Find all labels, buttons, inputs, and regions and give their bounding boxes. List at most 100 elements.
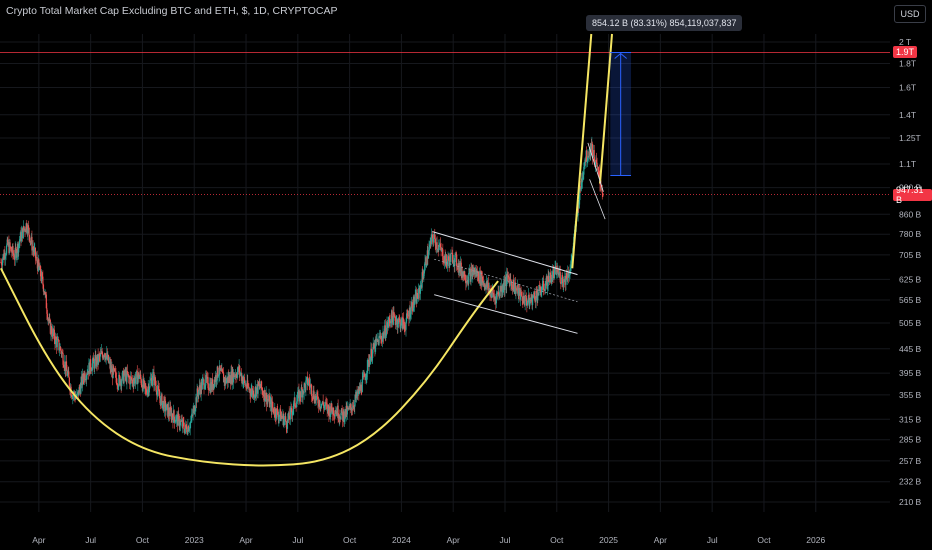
candle-body — [499, 290, 501, 297]
candle-body — [178, 415, 180, 427]
candle-body — [184, 428, 186, 434]
candle-body — [438, 245, 440, 247]
candle-body — [410, 314, 412, 318]
candle-body — [598, 170, 600, 178]
candle-body — [169, 407, 171, 416]
candle-body — [257, 381, 259, 394]
candle-body — [58, 339, 60, 351]
candle-body — [366, 373, 368, 378]
candle-body — [307, 382, 309, 386]
candle-body — [112, 366, 114, 379]
candle-body — [399, 319, 401, 329]
candle-body — [521, 295, 523, 297]
candle-body — [165, 409, 167, 412]
candle-body — [530, 300, 532, 301]
candle-body — [190, 421, 192, 424]
candle-body — [197, 388, 199, 393]
y-tick-label: 355 B — [899, 390, 922, 400]
candle-body — [324, 402, 327, 406]
candle-body — [132, 380, 134, 384]
candle-body — [524, 295, 526, 306]
candle-body — [582, 174, 584, 178]
candle-body — [403, 318, 405, 325]
candle-body — [438, 246, 440, 250]
candle-body — [107, 355, 110, 363]
candle-body — [189, 428, 191, 430]
candle-body — [548, 276, 550, 282]
candle-body — [592, 156, 594, 158]
candle-body — [419, 285, 421, 294]
candle-body — [388, 318, 390, 320]
candle-body — [510, 280, 512, 285]
candle-body — [258, 381, 260, 386]
candle-body — [553, 268, 556, 279]
candle-body — [143, 381, 145, 387]
candle-body — [113, 366, 115, 370]
candle-body — [32, 246, 34, 250]
candle-body — [361, 379, 363, 393]
candle-body — [264, 389, 266, 402]
candle-body — [232, 372, 234, 383]
candle-body — [397, 323, 399, 328]
y-tick-label: 705 B — [899, 250, 922, 260]
candle-body — [248, 386, 250, 390]
candle-body — [118, 374, 120, 387]
candle-body — [481, 276, 484, 283]
candle-body — [507, 275, 510, 278]
candle-body — [363, 373, 366, 377]
candle-body — [126, 370, 128, 383]
candle-body — [361, 391, 363, 393]
candle-body — [434, 238, 436, 246]
candle-body — [261, 388, 263, 391]
candle-body — [99, 353, 102, 357]
candle-body — [250, 391, 252, 396]
candle-body — [502, 290, 504, 293]
candle-body — [601, 188, 603, 193]
candle-body — [12, 253, 15, 256]
candle-body — [198, 390, 200, 396]
candle-body — [91, 363, 93, 371]
candle-body — [597, 166, 599, 170]
candle-body — [175, 421, 177, 422]
wedge-lower-line — [589, 179, 606, 220]
candle-body — [392, 311, 394, 325]
candle-body — [189, 423, 191, 429]
candle-body — [205, 375, 207, 386]
candle-body — [171, 413, 173, 417]
candle-body — [67, 373, 69, 376]
candle-body — [30, 240, 32, 242]
candle-body — [308, 380, 310, 384]
candle-body — [104, 353, 106, 358]
candle-body — [400, 319, 403, 326]
cup-curve — [0, 267, 499, 467]
candle-body — [538, 284, 541, 286]
candle-body — [293, 401, 295, 409]
candle-body — [138, 372, 140, 379]
candle-body — [441, 249, 443, 252]
candle-body — [351, 408, 354, 410]
candle-body — [275, 408, 278, 419]
candle-body — [128, 377, 130, 378]
candle-body — [513, 289, 515, 292]
candle-body — [80, 382, 82, 394]
candle-body — [140, 374, 142, 380]
price-axis[interactable]: 2 T 1.8T 1.6T 1.4T 1.25T 1.1T 980 B 860 B 780 B 7… — [899, 37, 922, 507]
candle-body — [532, 295, 534, 298]
candle-body — [54, 336, 57, 345]
candle-body — [383, 333, 385, 339]
currency-button[interactable]: USD — [894, 5, 926, 23]
candle-body — [194, 411, 196, 414]
candle-body — [431, 234, 434, 239]
candle-body — [14, 247, 16, 260]
symbol-title[interactable]: Crypto Total Market Cap Excluding BTC an… — [6, 5, 338, 17]
candle-body — [532, 297, 534, 306]
candle-body — [252, 390, 255, 398]
candle-body — [133, 381, 135, 386]
candle-body — [164, 401, 167, 412]
candle-body — [495, 293, 497, 304]
candle-body — [206, 376, 208, 379]
time-axis[interactable]: Apr Jul Oct 2023 Apr Jul Oct 2024 Apr Jul Oct 2025 A… — [32, 535, 825, 545]
candle-body — [578, 200, 580, 209]
candle-body — [164, 399, 166, 402]
